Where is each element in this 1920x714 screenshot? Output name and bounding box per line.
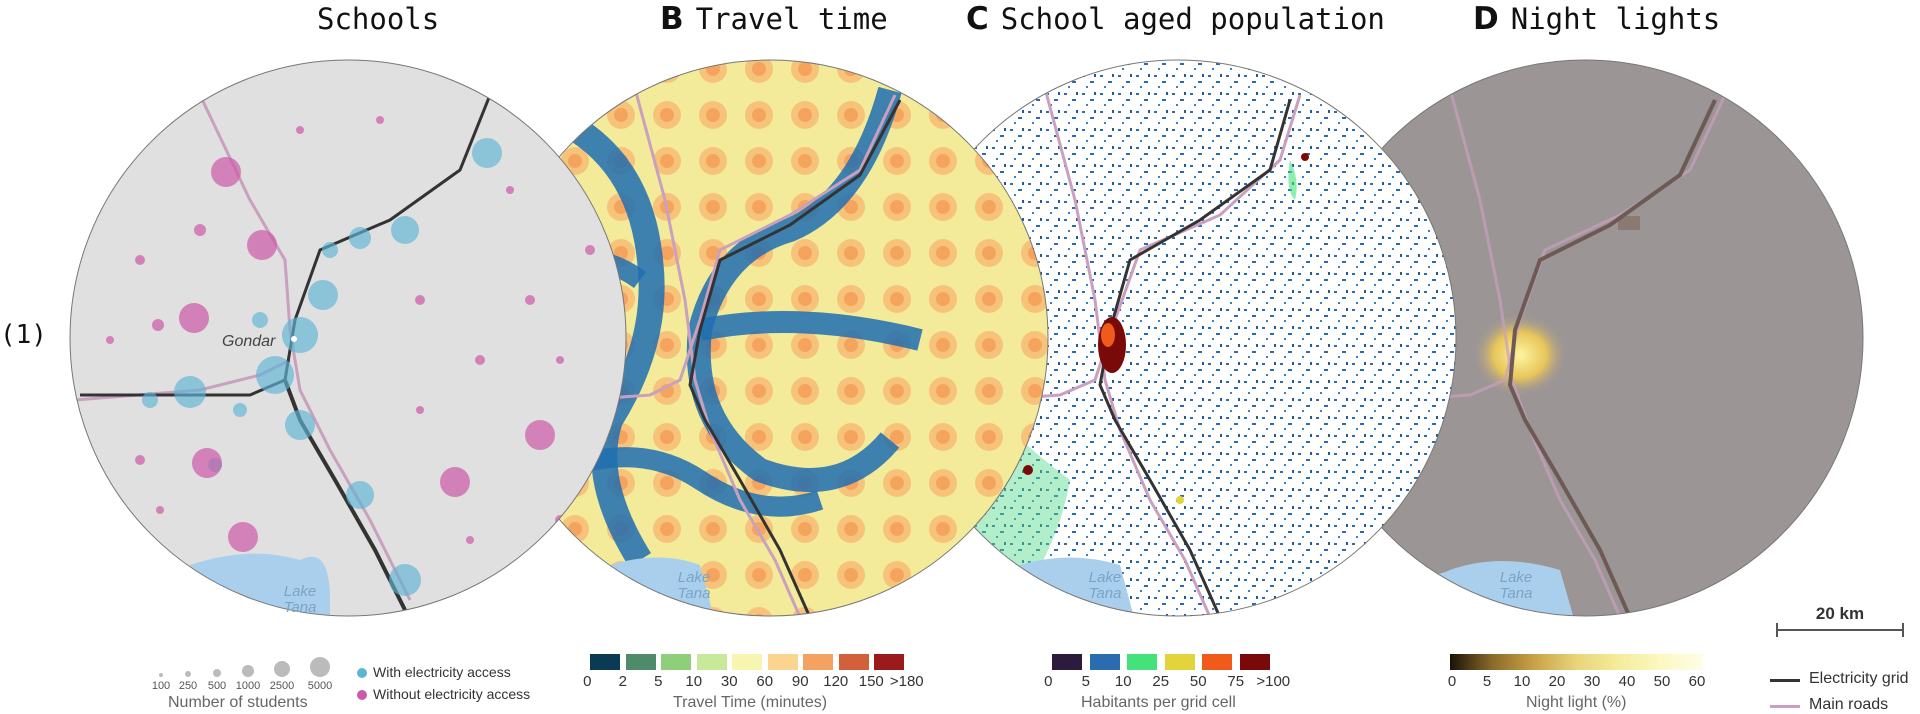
travel-swatch <box>803 654 833 670</box>
population-tick: 25 <box>1152 673 1170 690</box>
travel-tick: 60 <box>756 673 774 690</box>
lake-label-d2: Tana <box>1500 585 1533 602</box>
night-tick: 30 <box>1583 673 1601 690</box>
legend-title-students: Number of students <box>168 694 308 711</box>
population-tick: >100 <box>1256 673 1291 690</box>
legend-title-night: Night light (%) <box>1526 694 1627 711</box>
without-access-dot <box>357 690 367 701</box>
population-swatch <box>1089 654 1120 670</box>
lake-label-c2: Tana <box>1089 585 1122 602</box>
travel-tick: 2 <box>618 673 627 690</box>
panel-title-a: Schools <box>317 2 440 36</box>
population-tick: 50 <box>1189 673 1207 690</box>
svg-text:20 km: 20 km <box>1816 604 1864 623</box>
travel-tick: 120 <box>823 673 849 690</box>
size-label-5000: 5000 <box>307 680 333 692</box>
travel-swatch <box>590 654 620 670</box>
legend-without-access: Without electricity access <box>357 686 530 702</box>
size-label-500: 500 <box>207 680 227 692</box>
travel-tick: 150 <box>858 673 884 690</box>
population-swatch <box>1052 654 1082 670</box>
population-tick: 10 <box>1114 673 1132 690</box>
size-circles <box>159 657 330 677</box>
legend-title-travel: Travel Time (minutes) <box>673 694 828 711</box>
lake-label-b1: Lake <box>678 569 711 586</box>
size-label-100: 100 <box>151 680 171 692</box>
night-tick: 40 <box>1618 673 1636 690</box>
population-tick: 75 <box>1227 673 1245 690</box>
travel-swatch <box>696 654 727 670</box>
lake-label-b2: Tana <box>678 585 711 602</box>
legend-grid: Electricity grid <box>1809 670 1909 687</box>
travel-swatch <box>838 654 869 670</box>
population-swatch <box>1127 654 1157 670</box>
lake-label-c1: Lake <box>1089 569 1122 586</box>
night-tick: 0 <box>1447 673 1457 690</box>
road-line-swatch <box>1770 705 1800 708</box>
scale-bar: 20 km <box>1776 604 1904 637</box>
travel-tick: 30 <box>720 673 738 690</box>
panel-title-d: D Night lights <box>1473 1 1721 37</box>
lake-label-d1: Lake <box>1500 569 1533 586</box>
row-label: (1) <box>0 320 47 350</box>
travel-tick: 0 <box>583 673 592 690</box>
travel-swatch <box>661 654 691 670</box>
size-label-250: 250 <box>178 680 198 692</box>
population-tick: 0 <box>1044 673 1053 690</box>
city-label: Gondar <box>222 333 276 350</box>
size-label-2500: 2500 <box>269 680 295 692</box>
legend-title-population: Habitants per grid cell <box>1081 694 1236 711</box>
legend-roads: Main roads <box>1809 696 1889 713</box>
travel-swatch <box>874 654 904 670</box>
population-swatch <box>1239 654 1270 670</box>
night-tick: 5 <box>1482 673 1492 690</box>
travel-tick: >180 <box>889 673 924 690</box>
travel-swatch <box>767 654 798 670</box>
travel-swatch <box>625 654 656 670</box>
lake-label-a2: Tana <box>284 599 317 616</box>
population-tick: 5 <box>1081 673 1090 690</box>
night-color-ramp <box>1450 654 1703 670</box>
population-swatch <box>1202 654 1232 670</box>
travel-tick: 5 <box>654 673 663 690</box>
lake-label-a1: Lake <box>284 583 317 600</box>
legend-with-access: With electricity access <box>357 664 511 680</box>
map-schools: Gondar <box>70 60 626 616</box>
night-tick: 10 <box>1513 673 1531 690</box>
schools-with-access <box>142 138 502 596</box>
grid-line-swatch <box>1770 679 1800 682</box>
night-tick: 60 <box>1688 673 1706 690</box>
with-access-dot <box>357 668 367 679</box>
travel-swatch <box>732 654 762 670</box>
panel-title-c: C School aged population <box>966 1 1385 37</box>
population-swatch <box>1164 654 1195 670</box>
panel-title-b: B Travel time <box>660 1 888 37</box>
size-label-1000: 1000 <box>235 680 261 692</box>
travel-tick: 10 <box>685 673 703 690</box>
night-tick: 20 <box>1548 673 1566 690</box>
night-tick: 50 <box>1653 673 1671 690</box>
travel-tick: 90 <box>791 673 809 690</box>
